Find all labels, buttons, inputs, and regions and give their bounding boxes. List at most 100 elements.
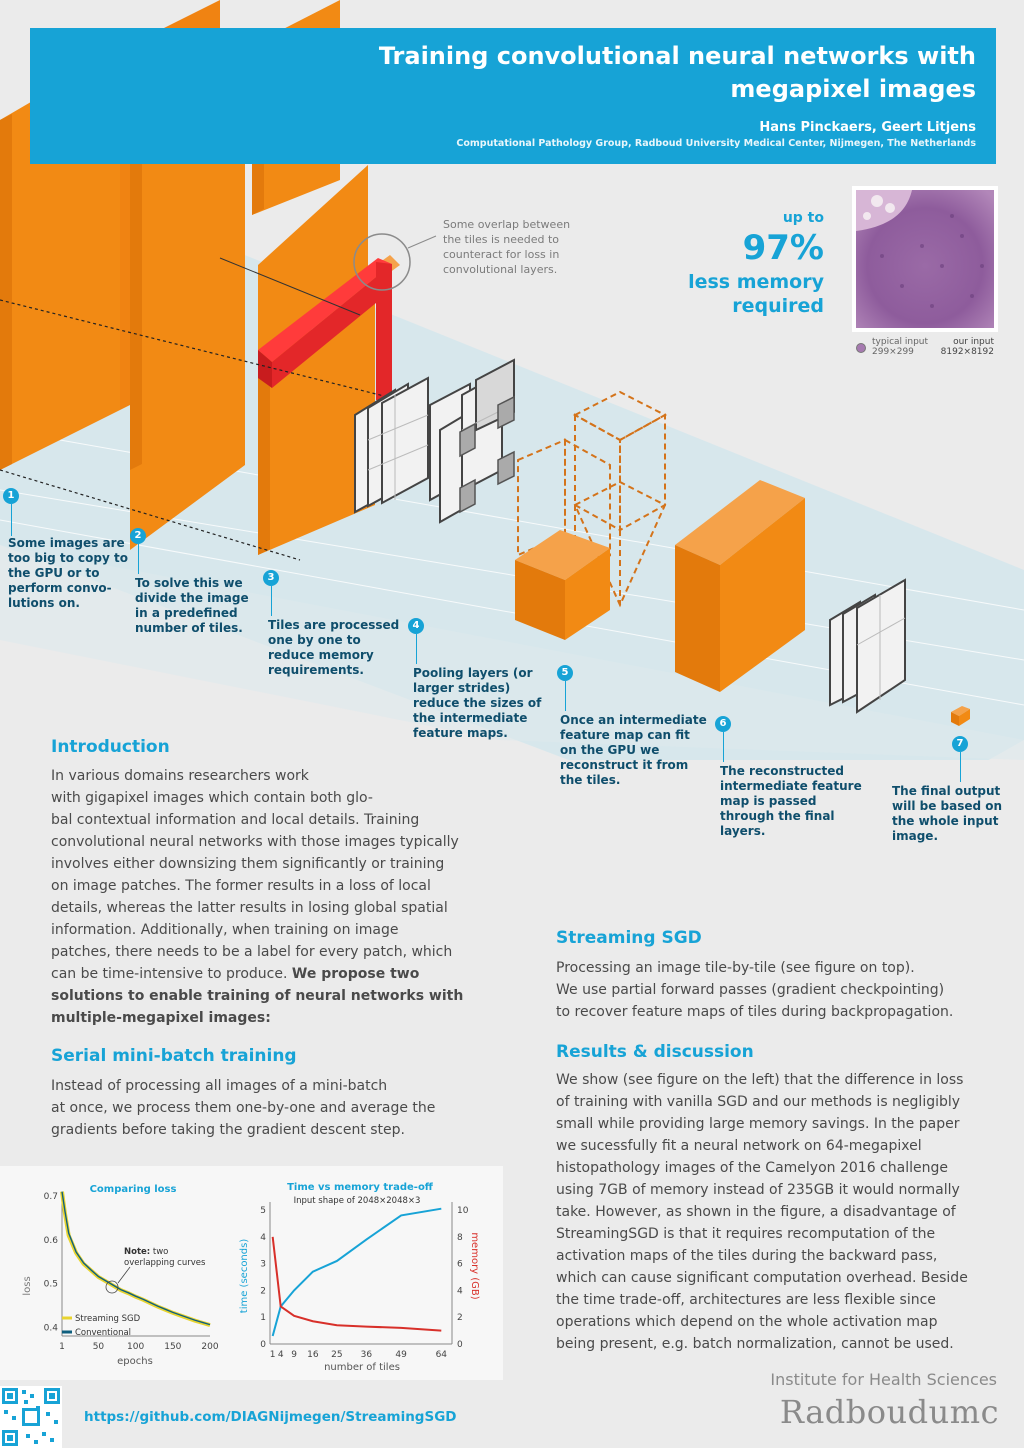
y-left-tick-label: 2 bbox=[260, 1286, 266, 1296]
callout-line: Some overlap between bbox=[443, 218, 571, 231]
step-number: 5 bbox=[557, 665, 573, 681]
memory-line-1: less memory bbox=[688, 271, 824, 293]
y-left-tick-label: 0 bbox=[260, 1340, 266, 1350]
serial-body: Instead of processing all images of a mi… bbox=[51, 1078, 436, 1138]
step-text: Tiles are processed one by one to reduce m… bbox=[268, 618, 400, 677]
x-axis-label: epochs bbox=[117, 1356, 153, 1367]
y-right-tick-label: 10 bbox=[457, 1206, 469, 1216]
step-number: 2 bbox=[130, 528, 146, 544]
overlap-callout-circle bbox=[353, 233, 411, 291]
our-input-label: our input 8192×8192 bbox=[941, 337, 994, 357]
step-number: 3 bbox=[263, 570, 279, 586]
y-right-tick-label: 4 bbox=[457, 1286, 463, 1296]
annotation-note-2: overlapping curves bbox=[124, 1258, 206, 1268]
title-line-2: megapixel images bbox=[730, 75, 976, 103]
dashed-feature-cubes bbox=[517, 390, 668, 608]
legend-conventional: Conventional bbox=[75, 1328, 131, 1338]
annotation-ring bbox=[105, 1280, 119, 1294]
step-connector bbox=[565, 681, 566, 711]
intro-heading: Introduction bbox=[51, 737, 170, 757]
results-body: We show (see figure on the left) that th… bbox=[556, 1072, 968, 1352]
qr-code[interactable] bbox=[0, 1386, 62, 1448]
x-tick-label: 1 bbox=[59, 1342, 65, 1352]
series-line-0 bbox=[271, 1207, 442, 1337]
step-number: 7 bbox=[952, 736, 968, 752]
pipeline-band-lower bbox=[0, 545, 1024, 760]
streaming-body: Processing an image tile-by-tile (see fi… bbox=[556, 960, 954, 1020]
step-text: To solve this we divide the image in a pre… bbox=[135, 576, 249, 635]
chart-title: Comparing loss bbox=[90, 1184, 177, 1195]
step-number: 1 bbox=[3, 488, 19, 504]
step-number: 6 bbox=[715, 716, 731, 732]
y-tick-label: 0.5 bbox=[44, 1280, 58, 1290]
step-5: 5 Once an intermediate feature map can fi… bbox=[557, 665, 707, 787]
y-right-tick-label: 6 bbox=[457, 1260, 463, 1270]
step-3: 3 Tiles are processed one by one to reduce… bbox=[263, 570, 399, 677]
memory-less-required: less memory required bbox=[624, 270, 824, 318]
tile-stack-right-grid bbox=[856, 595, 906, 700]
loss-chart: Comparing loss loss epochs 1 50 100 150 2000… bbox=[22, 1184, 219, 1367]
step-connector bbox=[271, 586, 272, 616]
step-number: 4 bbox=[408, 618, 424, 634]
callout-line: counteract for loss in bbox=[443, 248, 560, 261]
guide-lines bbox=[0, 299, 421, 561]
annotation-note: Note: two bbox=[124, 1247, 168, 1257]
step-connector bbox=[960, 752, 961, 782]
intro-body: In various domains researchers work with … bbox=[51, 768, 464, 1026]
y-right-tick-label: 2 bbox=[457, 1313, 463, 1323]
tile-stack-right bbox=[829, 578, 906, 714]
header-banner bbox=[30, 28, 996, 164]
our-input-text: our input bbox=[953, 337, 994, 347]
overlap-callout: Some overlap between the tiles is needed… bbox=[443, 217, 593, 277]
y-tick-label: 0.6 bbox=[44, 1236, 59, 1246]
overlap-red-bar bbox=[258, 258, 392, 405]
github-link[interactable]: https://github.com/DIAGNijmegen/Streamin… bbox=[84, 1409, 457, 1425]
streaming-heading: Streaming SGD bbox=[556, 928, 702, 948]
serial-heading: Serial mini-batch training bbox=[51, 1046, 297, 1066]
authors: Hans Pinckaers, Geert Litjens bbox=[759, 120, 976, 135]
x-tick-label: 49 bbox=[395, 1350, 407, 1360]
chart-subtitle: Input shape of 2048×2048×3 bbox=[294, 1196, 421, 1206]
typical-input-marker bbox=[856, 343, 866, 353]
our-input-size: 8192×8192 bbox=[940, 347, 994, 357]
annotation-pointer bbox=[117, 1266, 131, 1284]
step-text: Once an intermediate feature map can fit o… bbox=[560, 713, 707, 787]
step-connector bbox=[11, 504, 12, 536]
x-axis-label: number of tiles bbox=[324, 1362, 400, 1373]
step-2: 2 To solve this we divide the image in a p… bbox=[130, 528, 249, 635]
orange-cube-small bbox=[515, 530, 610, 640]
guide-solid-lines bbox=[219, 257, 361, 316]
step-7: 7 The final output will be based on the wh… bbox=[892, 736, 1002, 843]
y-right-tick-label: 8 bbox=[457, 1233, 463, 1243]
x-tick-label: 200 bbox=[201, 1342, 218, 1352]
memory-percent: 97% bbox=[742, 228, 824, 268]
x-tick-label: 25 bbox=[331, 1350, 342, 1360]
callout-line: the tiles is needed to bbox=[443, 233, 560, 246]
final-output-cube bbox=[951, 706, 970, 726]
y-tick-label: 0.7 bbox=[44, 1192, 58, 1202]
y-axis-label: loss bbox=[22, 1276, 33, 1295]
y-axis-left-label: time (seconds) bbox=[239, 1239, 250, 1314]
step-text: The final output will be based on the whol… bbox=[892, 784, 1003, 843]
series-line-1 bbox=[61, 1191, 211, 1326]
x-tick-label: 36 bbox=[361, 1350, 373, 1360]
x-tick-label: 150 bbox=[164, 1342, 181, 1352]
x-tick-label: 9 bbox=[291, 1350, 297, 1360]
x-tick-label: 16 bbox=[307, 1350, 319, 1360]
step-text: Pooling layers (or larger strides) reduce … bbox=[413, 666, 542, 740]
legend: Streaming SGD Conventional bbox=[62, 1314, 141, 1338]
typical-input-size: 299×299 bbox=[872, 347, 914, 357]
y-axis-right-label: memory (GB) bbox=[469, 1232, 480, 1299]
time-memory-chart: Time vs memory trade-off Input shape of … bbox=[239, 1182, 480, 1373]
y-tick-label: 0.4 bbox=[44, 1323, 59, 1333]
small-gray-squares bbox=[459, 395, 515, 514]
y-left-tick-label: 5 bbox=[260, 1206, 266, 1216]
memory-up-to: up to bbox=[782, 210, 824, 226]
y-left-tick-label: 1 bbox=[260, 1313, 266, 1323]
callout-line: convolutional layers. bbox=[443, 263, 558, 276]
step-text: Some images are too big to copy to the GPU… bbox=[8, 536, 128, 610]
series-line-1 bbox=[271, 1236, 442, 1332]
x-tick-label: 64 bbox=[436, 1350, 448, 1360]
results-heading: Results & discussion bbox=[556, 1042, 754, 1062]
step-4: 4 Pooling layers (or larger strides) reduc… bbox=[408, 618, 541, 740]
